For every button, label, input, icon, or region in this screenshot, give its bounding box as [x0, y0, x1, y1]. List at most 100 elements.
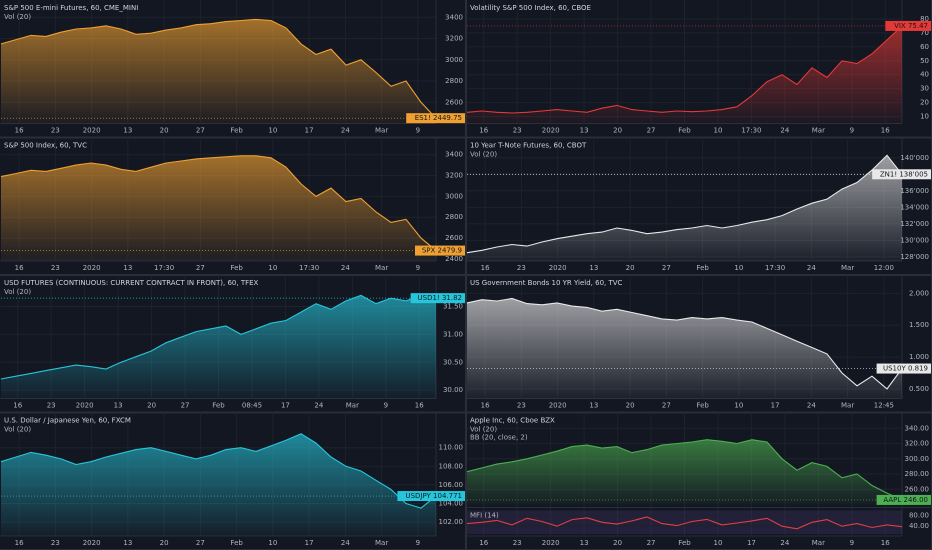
y-tick-label: 2800: [445, 77, 463, 85]
area-fill: [467, 298, 902, 399]
x-tick-label: 13: [123, 539, 132, 547]
x-tick-label: 16: [479, 127, 488, 135]
x-tick-label: 20: [626, 264, 635, 272]
y-tick-label: 70: [920, 29, 929, 37]
panel-title: S&P 500 Index, 60, TVC: [4, 142, 87, 150]
x-tick-label: 10: [268, 539, 277, 547]
price-label-bg: [872, 169, 931, 180]
y-tick-label: 2.000: [909, 289, 929, 297]
y-tick-label: 60: [920, 43, 929, 51]
y-tick-label: 110.00: [439, 444, 464, 452]
indicator-label: BB (20, close, 2): [470, 434, 528, 442]
price-label: USD1! 31.82: [418, 294, 462, 302]
x-tick-label: 16: [415, 402, 424, 410]
x-tick-label: 2020: [83, 127, 101, 135]
x-tick-label: 2020: [549, 402, 567, 410]
x-tick-label: 27: [647, 127, 656, 135]
x-tick-label: 27: [196, 127, 205, 135]
x-tick-label: 20: [160, 127, 169, 135]
price-label: ES1! 2449.75: [415, 114, 462, 122]
x-tick-label: 23: [47, 402, 56, 410]
x-tick-label: 27: [647, 539, 656, 547]
y-tick-label: 2600: [445, 98, 463, 106]
x-tick-label: 24: [780, 127, 789, 135]
x-tick-label: 27: [181, 402, 190, 410]
x-tick-label: 23: [517, 402, 526, 410]
price-line: [466, 516, 903, 530]
mfi-title: MFI (14): [470, 512, 499, 520]
price-label-bg: [397, 491, 465, 502]
y-tick-label: 300.00: [905, 455, 930, 463]
price-label-bg: [876, 363, 931, 374]
y-tick-label: 280.00: [905, 470, 930, 478]
price-line: [0, 18, 437, 119]
y-tick-label: 1.500: [909, 321, 929, 329]
x-tick-label: Feb: [678, 539, 691, 547]
x-tick-label: Mar: [346, 402, 359, 410]
x-tick-label: 27: [662, 264, 671, 272]
price-line: [0, 294, 437, 380]
y-tick-label: 104.00: [439, 499, 464, 507]
price-line: [466, 154, 903, 254]
x-tick-label: 17:30: [299, 264, 319, 272]
price-line: [0, 155, 437, 252]
y-tick-label: 3000: [445, 192, 463, 200]
price-label: VIX 75.47: [894, 22, 928, 30]
x-tick-label: Feb: [212, 402, 225, 410]
price-line: [0, 433, 437, 509]
x-tick-label: 12:45: [874, 402, 894, 410]
y-tick-label: 10: [920, 113, 929, 121]
x-tick-label: 23: [513, 539, 522, 547]
x-tick-label: 16: [881, 539, 890, 547]
x-tick-label: Feb: [230, 539, 243, 547]
price-label-bg: [885, 20, 931, 31]
y-tick-label: 3400: [445, 151, 463, 159]
x-tick-label: 24: [807, 264, 816, 272]
y-tick-label: 2600: [445, 234, 463, 242]
x-tick-label: 17:30: [154, 264, 174, 272]
indicator-label: Vol (20): [4, 13, 31, 21]
y-tick-label: 0.500: [909, 385, 929, 393]
y-tick-label: 3400: [445, 13, 463, 21]
area-fill: [467, 155, 902, 261]
x-tick-label: 13: [580, 127, 589, 135]
x-tick-label: 23: [513, 127, 522, 135]
x-tick-label: 27: [196, 539, 205, 547]
x-tick-label: 9: [416, 539, 420, 547]
x-tick-label: 16: [481, 402, 490, 410]
y-tick-label: 132'000: [900, 220, 929, 228]
x-tick-label: 10: [734, 402, 743, 410]
price-label: SPX 2479.9: [422, 247, 462, 255]
x-tick-label: 08:45: [242, 402, 262, 410]
x-tick-label: 13: [589, 264, 598, 272]
x-tick-label: 16: [13, 402, 22, 410]
x-tick-label: 24: [807, 402, 816, 410]
y-tick-label: 128'000: [900, 253, 929, 261]
indicator-label: Vol (20): [470, 151, 497, 159]
indicator-label: Vol (20): [4, 426, 31, 434]
x-tick-label: 16: [15, 127, 24, 135]
x-tick-label: 9: [850, 127, 854, 135]
x-tick-label: Feb: [230, 127, 243, 135]
y-tick-label: 3200: [445, 35, 463, 43]
y-tick-label: 30.00: [443, 386, 463, 394]
x-tick-label: 13: [114, 402, 123, 410]
x-tick-label: 20: [147, 402, 156, 410]
x-tick-label: 24: [341, 539, 350, 547]
panel-title: US Government Bonds 10 YR Yield, 60, TVC: [470, 279, 623, 287]
panel-title: 10 Year T-Note Futures, 60, CBOT: [470, 142, 587, 150]
x-tick-label: 23: [51, 127, 60, 135]
x-tick-label: 16: [15, 539, 24, 547]
price-label: ZN1! 138'005: [880, 170, 928, 178]
x-tick-label: 10: [734, 264, 743, 272]
y-tick-label: 80.00: [909, 512, 929, 520]
x-tick-label: 13: [580, 539, 589, 547]
x-tick-label: 2020: [542, 127, 560, 135]
price-label: USDJPY 104.771: [405, 492, 462, 500]
x-tick-label: Feb: [230, 264, 243, 272]
y-tick-label: 2800: [445, 213, 463, 221]
x-tick-label: Feb: [678, 127, 691, 135]
x-tick-label: 17: [747, 539, 756, 547]
y-tick-label: 40.00: [909, 522, 929, 530]
